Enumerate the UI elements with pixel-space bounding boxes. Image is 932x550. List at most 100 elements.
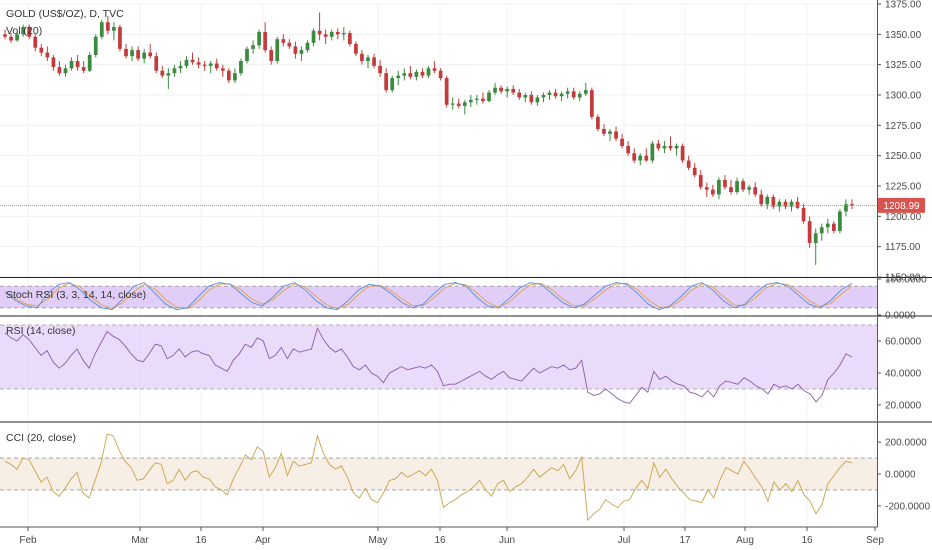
price-axis-tick-label-7: 1200.00 xyxy=(885,212,922,223)
candle-78 xyxy=(475,95,479,105)
last-price-badge-box xyxy=(878,197,925,213)
candle-body-130 xyxy=(789,201,794,207)
candle-77 xyxy=(468,95,473,108)
candle-body-127 xyxy=(771,196,776,207)
candle-body-35 xyxy=(214,63,219,69)
candle-25 xyxy=(154,52,159,74)
candle-body-110 xyxy=(668,145,673,149)
candle-81 xyxy=(493,82,497,95)
candle-120 xyxy=(729,179,733,195)
candle-body-37 xyxy=(226,70,231,81)
time-axis: Feb Mar 16 Apr May 16 Jun Jul 17 Aug 16 Sep xyxy=(19,527,884,546)
candle-body-44 xyxy=(269,50,274,62)
candle-18 xyxy=(112,22,116,41)
time-axis-tick-label-7: Jul xyxy=(618,535,631,546)
candle-body-40 xyxy=(245,48,249,62)
candle-body-12 xyxy=(75,61,80,68)
candle-31 xyxy=(190,52,195,65)
candle-body-71 xyxy=(432,68,437,71)
candle-39 xyxy=(239,58,243,76)
candle-116 xyxy=(704,182,709,197)
candle-body-86 xyxy=(523,95,528,98)
candle-body-120 xyxy=(729,187,733,193)
stoch-rsi-k-line xyxy=(4,282,853,311)
candle-27 xyxy=(166,68,171,89)
candle-29 xyxy=(178,61,183,74)
candle-body-68 xyxy=(414,71,419,77)
candle-body-11 xyxy=(69,61,74,69)
candle-body-25 xyxy=(154,56,159,71)
candle-body-32 xyxy=(196,62,201,65)
rsi-line xyxy=(4,327,853,404)
candle-body-118 xyxy=(717,179,721,195)
candle-36 xyxy=(220,64,225,77)
price-axis-tick-label-1: 1350.00 xyxy=(885,30,922,41)
price-axis-tick-label-0: 1375.00 xyxy=(885,0,922,11)
candle-body-62 xyxy=(378,65,382,74)
candle-5 xyxy=(33,34,38,52)
candle-99 xyxy=(602,124,606,137)
candle-body-87 xyxy=(529,95,534,103)
candle-body-103 xyxy=(626,145,631,154)
candle-body-7 xyxy=(45,52,50,58)
candle-1 xyxy=(9,33,13,43)
candle-59 xyxy=(360,50,364,65)
candle-body-80 xyxy=(487,92,491,102)
candle-20 xyxy=(124,44,128,59)
candle-body-52 xyxy=(317,30,322,35)
candle-47 xyxy=(287,39,292,49)
candle-24 xyxy=(148,44,153,59)
candle-90 xyxy=(547,90,552,100)
candle-body-108 xyxy=(656,143,661,149)
time-axis-tick-label-2: 16 xyxy=(195,535,207,546)
rsi-title: RSI (14, close) xyxy=(6,325,75,337)
candle-body-50 xyxy=(305,42,310,51)
time-axis-tick-label-6: Jun xyxy=(499,535,515,546)
candle-23 xyxy=(142,48,147,64)
candle-130 xyxy=(789,199,794,212)
candle-65 xyxy=(396,70,401,86)
candle-111 xyxy=(674,143,679,156)
candle-body-54 xyxy=(329,31,334,37)
candle-89 xyxy=(541,92,546,103)
candle-41 xyxy=(251,40,255,54)
candle-15 xyxy=(93,34,98,58)
price-axis: 1375.00 1350.00 1325.00 1300.00 1275.00 1250.… xyxy=(877,0,922,284)
candle-body-133 xyxy=(807,221,812,244)
candle-34 xyxy=(208,61,213,74)
candle-104 xyxy=(632,148,637,163)
candle-10 xyxy=(63,64,68,77)
time-axis-tick-label-5: 16 xyxy=(434,535,446,546)
cci-axis-tick-label-0: 200.0000 xyxy=(885,438,927,449)
candle-body-122 xyxy=(741,181,745,190)
candlestick-series xyxy=(3,12,854,265)
candle-body-107 xyxy=(650,143,655,161)
price-axis-tick-label-8: 1175.00 xyxy=(885,242,921,253)
time-axis-tick-label-3: Apr xyxy=(255,535,271,546)
time-axis-tick-label-10: 16 xyxy=(801,535,813,546)
candle-2 xyxy=(15,31,19,42)
candle-body-82 xyxy=(499,87,503,92)
cci-axis-tick-label-2: -200.0000 xyxy=(885,501,930,512)
candle-body-23 xyxy=(142,52,147,59)
time-axis-tick-label-11: Sep xyxy=(866,535,884,546)
candle-108 xyxy=(656,139,661,151)
candle-body-85 xyxy=(517,92,522,98)
candle-body-58 xyxy=(354,44,358,54)
candle-body-41 xyxy=(251,45,255,49)
candle-body-119 xyxy=(723,179,727,188)
candle-28 xyxy=(172,64,177,77)
candle-body-8 xyxy=(51,57,56,68)
candle-122 xyxy=(741,178,745,193)
candle-30 xyxy=(184,56,189,69)
candle-body-64 xyxy=(390,78,395,91)
candle-body-112 xyxy=(680,145,685,161)
candle-body-125 xyxy=(759,194,764,205)
candle-4 xyxy=(27,24,32,40)
candle-128 xyxy=(777,199,782,212)
candle-119 xyxy=(723,175,727,190)
candle-body-106 xyxy=(644,155,649,161)
stoch-rsi-axis-tick-label-0: 100.0000 xyxy=(885,275,927,286)
candle-110 xyxy=(668,136,673,151)
candle-body-91 xyxy=(553,92,558,97)
